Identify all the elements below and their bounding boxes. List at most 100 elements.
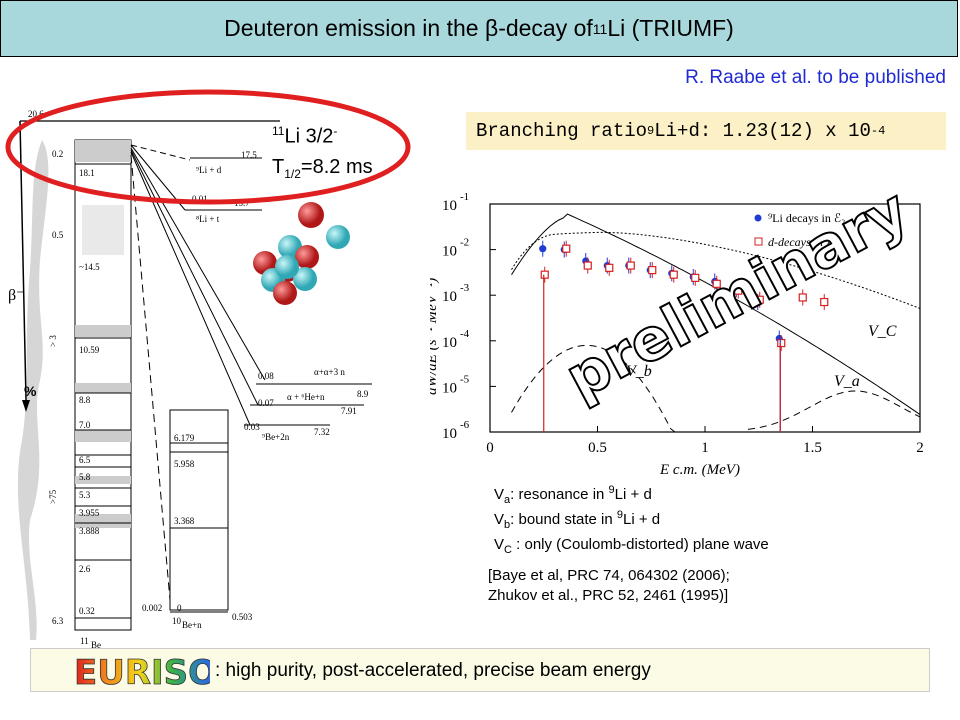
note-vc-symbol: V — [494, 536, 505, 553]
branching-prefix: Branching ratio — [476, 120, 648, 142]
be11-energy: 5.3 — [79, 490, 91, 500]
be11-energy: ~14.5 — [79, 262, 100, 272]
be11-energy: 3.955 — [79, 508, 100, 518]
branch-label: 0.5 — [52, 230, 64, 240]
title-bar: Deuteron emission in the β-decay of 11 Li… — [0, 0, 958, 57]
data-point — [605, 263, 614, 272]
branch-label: >75 — [48, 489, 58, 504]
note-va-symbol: V — [494, 486, 505, 503]
eurisol-logo: EURISOL — [74, 653, 210, 692]
half-life-value: =8.2 ms — [300, 155, 373, 178]
channel-branch: 0.03 — [244, 422, 260, 432]
data-point — [755, 295, 764, 304]
highlight-ellipse — [5, 89, 411, 205]
be11-energy: 2.6 — [79, 564, 91, 574]
branch-label: 0.2 — [52, 149, 63, 159]
y-tick-label: 10 — [442, 244, 457, 260]
data-point — [798, 293, 807, 302]
li11-mass: 11 — [272, 124, 285, 138]
channel-label: ⁹Li + d — [196, 165, 222, 175]
citation-line: Zhukov et al., PRC 52, 2461 (1995)] — [488, 587, 729, 604]
y-tick-exponent: -4 — [460, 328, 470, 340]
curve-vb-tail — [747, 390, 921, 430]
title-tail: Li (TRIUMF) — [607, 15, 734, 41]
li11-state-label: 11Li 3/2- T1/2=8.2 ms — [272, 116, 373, 189]
channel-branch: 0.01 — [192, 194, 208, 204]
x-tick-label: 2 — [916, 440, 924, 456]
channel-energy: 7.91 — [341, 406, 357, 416]
data-point — [691, 273, 700, 282]
channel-label: α+α+3 n — [314, 367, 345, 377]
data-point — [777, 338, 786, 348]
branching-ratio-box: Branching ratio 9 Li+d: 1.23(12) x 10 -4 — [466, 112, 946, 150]
curve-label-vc: V_C — [868, 323, 897, 340]
legend-marker-square — [754, 237, 763, 246]
chart-legend: ⁹Li decays in ℰ₂ d-decays in ℰ₁ — [754, 211, 845, 249]
y-tick-exponent: -3 — [460, 282, 470, 294]
be11-energy: 3.888 — [79, 526, 100, 536]
preliminary-watermark: preliminary — [555, 190, 919, 412]
y-tick-label: 10 — [442, 198, 457, 214]
branching-mass: 9 — [647, 124, 655, 138]
curve-label-vb: V_b — [626, 363, 652, 380]
be10-nucleus-mass: 10 — [172, 616, 182, 626]
curve-vc — [511, 231, 921, 309]
citation-block: [Baye et al, PRC 74, 064302 (2006); Zhuk… — [488, 566, 730, 606]
footer-bar — [30, 648, 930, 692]
channel-branch: 0.07 — [258, 398, 274, 408]
legend-entry: d-decays in ℰ₁ — [768, 235, 837, 249]
note-vb-symbol: V — [494, 511, 505, 528]
y-tick-label: 10 — [442, 426, 457, 442]
data-point — [562, 244, 571, 253]
y-tick-label: 10 — [442, 380, 457, 396]
title-main: Deuteron emission in the β-decay of — [224, 15, 593, 41]
channel-energy: 8.9 — [357, 389, 369, 399]
beta-arrowhead — [22, 400, 30, 412]
y-tick-exponent: -5 — [460, 373, 470, 385]
li11-parity: - — [333, 124, 338, 138]
be11-energy: 6.5 — [79, 455, 91, 465]
y-tick-exponent: -6 — [460, 419, 470, 431]
be10-nucleus: Be+n — [182, 620, 202, 630]
y-tick-label: 10 — [442, 335, 457, 351]
be10-branch: 0.002 — [142, 603, 162, 613]
channel-energy: 17.5 — [241, 150, 257, 160]
data-point — [734, 286, 743, 295]
note-va: Va: resonance in 9Li + d — [494, 484, 652, 506]
citation-line: [Baye et al, PRC 74, 064302 (2006); — [488, 567, 730, 584]
note-vb: Vb: bound state in 9Li + d — [494, 509, 660, 531]
note-vc-sub: C — [504, 544, 512, 556]
half-life-t: T — [272, 155, 285, 178]
channel-label: ⁸Li + t — [196, 214, 220, 224]
legend-entry: ⁹Li decays in ℰ₂ — [768, 211, 845, 225]
li11-spin: Li 3/2 — [284, 125, 334, 148]
chart-x-axis-label: E c.m. (MeV) — [659, 462, 740, 478]
curve-vb — [511, 344, 727, 433]
data-point — [540, 270, 549, 279]
note-va-sub: a — [504, 494, 511, 506]
branching-mid: Li+d: 1.23(12) x 10 — [654, 120, 871, 142]
x-tick-label: 0.5 — [588, 440, 607, 456]
deuteron-spectrum-chart: 0 0.5 1 1.5 210-110-210-310-410-510-6 ⁹Li de… — [430, 190, 924, 478]
be10-energy: 6.179 — [174, 433, 195, 443]
be11-energy: 7.0 — [79, 420, 91, 430]
title-mass: 11 — [592, 20, 608, 37]
beta-feeding-profile — [17, 140, 49, 640]
y-tick-exponent: -2 — [460, 237, 469, 249]
be10-energy: 0 — [177, 603, 182, 613]
data-point — [626, 261, 635, 270]
be10-energy: 5.958 — [174, 459, 195, 469]
data-point — [712, 279, 721, 288]
eurisol-logo-text: EURISOL — [74, 653, 210, 692]
half-life-sub: 1/2 — [284, 166, 301, 181]
data-point — [820, 297, 829, 307]
note-vc: VC : only (Coulomb-distorted) plane wave — [494, 536, 769, 556]
percent-label: % — [24, 383, 37, 399]
data-point — [669, 270, 678, 279]
y-tick-exponent: -1 — [460, 191, 469, 203]
beta-label: β⁻ — [8, 287, 25, 304]
note-vb-tail: Li + d — [623, 511, 661, 528]
note-va-text: : resonance in — [510, 486, 609, 503]
be10-threshold: 0.503 — [232, 612, 253, 622]
be11-nucleus: Be — [91, 640, 101, 650]
